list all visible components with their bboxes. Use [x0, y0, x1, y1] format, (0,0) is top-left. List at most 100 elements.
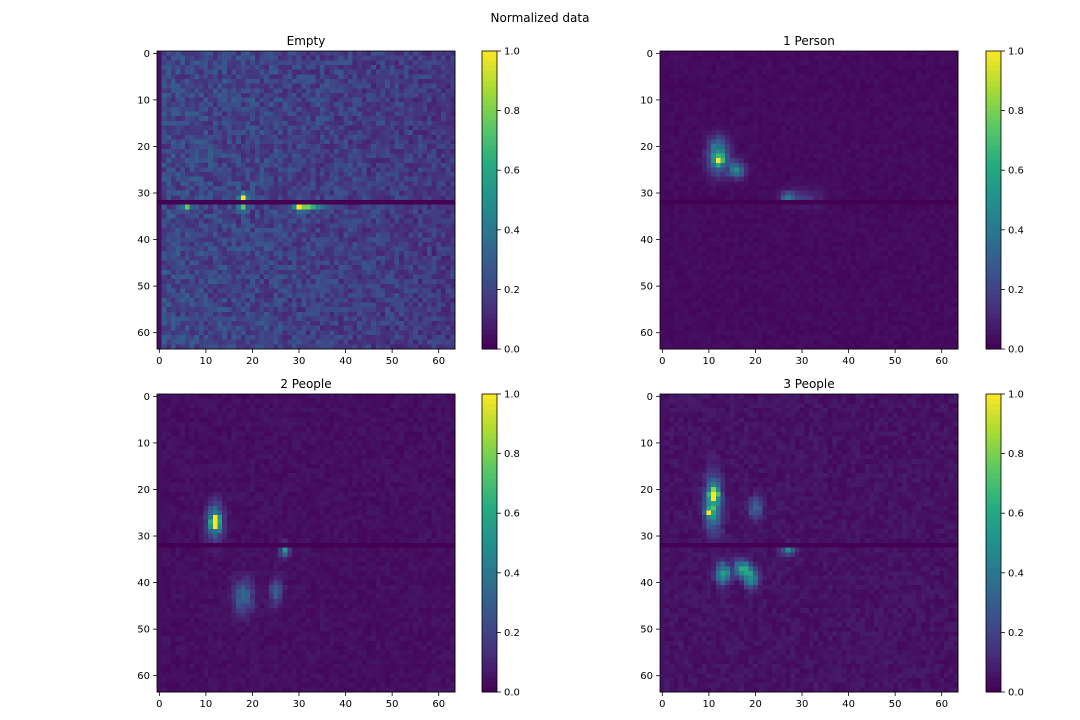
heatmap-cell	[394, 205, 399, 210]
heatmap-cell	[427, 93, 432, 98]
heatmap-cell	[194, 139, 199, 144]
heatmap-cell	[245, 84, 250, 89]
heatmap-cell	[441, 56, 446, 61]
heatmap-cell	[190, 121, 195, 126]
heatmap-cell	[367, 228, 372, 233]
heatmap-cell	[376, 135, 381, 140]
heatmap-cell	[422, 242, 427, 247]
heatmap-cell	[376, 121, 381, 126]
heatmap-cell	[306, 163, 311, 168]
heatmap-cell	[287, 172, 292, 177]
heatmap-cell	[418, 149, 423, 154]
heatmap-cell	[422, 205, 427, 210]
heatmap-cell	[376, 275, 381, 280]
heatmap-cell	[418, 200, 423, 205]
heatmap-cell	[446, 135, 451, 140]
heatmap-cell	[273, 186, 278, 191]
heatmap-cell	[362, 60, 367, 65]
heatmap-cell	[418, 195, 423, 200]
heatmap-cell	[450, 181, 455, 186]
heatmap-cell	[446, 102, 451, 107]
heatmap-cell	[418, 144, 423, 149]
heatmap-cell	[404, 177, 409, 182]
heatmap-cell	[394, 214, 399, 219]
heatmap-cell	[404, 116, 409, 121]
heatmap-cell	[162, 233, 167, 238]
heatmap-cell	[199, 177, 204, 182]
heatmap-cell	[311, 112, 316, 117]
heatmap-cell	[204, 102, 209, 107]
heatmap-cell	[394, 79, 399, 84]
heatmap-cell	[413, 195, 418, 200]
heatmap-cell	[278, 219, 283, 224]
heatmap-cell	[250, 74, 255, 79]
heatmap-cell	[432, 107, 437, 112]
heatmap-cell	[208, 181, 213, 186]
heatmap-cell	[450, 74, 455, 79]
heatmap-cell	[348, 56, 353, 61]
heatmap-cell	[190, 79, 195, 84]
heatmap-cell	[362, 56, 367, 61]
heatmap-cell	[325, 116, 330, 121]
heatmap-panel-0: Empty0 10 20 30 40 50 6001020304050600.00.20.4…	[137, 34, 520, 367]
heatmap-cell	[436, 219, 441, 224]
heatmap-cell	[245, 270, 250, 275]
heatmap-cell	[371, 265, 376, 270]
heatmap-cell	[269, 205, 274, 210]
heatmap-cell	[385, 74, 390, 79]
heatmap-cell	[245, 233, 250, 238]
heatmap-cell	[339, 153, 344, 158]
heatmap-cell	[255, 112, 260, 117]
heatmap-cell	[283, 60, 288, 65]
heatmap-cell	[385, 126, 390, 131]
heatmap-cell	[245, 65, 250, 70]
heatmap-cell	[432, 223, 437, 228]
heatmap-cell	[236, 149, 241, 154]
heatmap-cell	[162, 130, 167, 135]
heatmap-cell	[394, 172, 399, 177]
heatmap-cell	[441, 275, 446, 280]
heatmap-cell	[255, 181, 260, 186]
heatmap-cell	[171, 191, 176, 196]
heatmap-cell	[283, 93, 288, 98]
heatmap-cell	[157, 256, 162, 261]
heatmap-cell	[357, 209, 362, 214]
heatmap-cell	[283, 144, 288, 149]
heatmap-cell	[325, 251, 330, 256]
heatmap-cell	[162, 219, 167, 224]
heatmap-cell	[259, 200, 264, 205]
heatmap-cell	[204, 233, 209, 238]
heatmap-cell	[343, 153, 348, 158]
heatmap-cell	[301, 256, 306, 261]
heatmap-cell	[273, 74, 278, 79]
heatmap-cell	[245, 56, 250, 61]
heatmap-cell	[422, 79, 427, 84]
heatmap-cell	[301, 270, 306, 275]
heatmap-cell	[394, 153, 399, 158]
heatmap-cell	[427, 251, 432, 256]
heatmap-cell	[446, 84, 451, 89]
heatmap-cell	[297, 181, 302, 186]
heatmap-cell	[339, 158, 344, 163]
heatmap-cell	[255, 195, 260, 200]
heatmap-cell	[394, 60, 399, 65]
heatmap-cell	[176, 84, 181, 89]
heatmap-cell	[241, 214, 246, 219]
heatmap-cell	[381, 112, 386, 117]
heatmap-cell	[157, 102, 162, 107]
heatmap-cell	[232, 158, 237, 163]
heatmap-cell	[204, 237, 209, 242]
heatmap-cell	[301, 121, 306, 126]
heatmap-cell	[171, 79, 176, 84]
heatmap-cell	[441, 265, 446, 270]
heatmap-cell	[339, 237, 344, 242]
heatmap-cell	[166, 242, 171, 247]
heatmap-cell	[204, 135, 209, 140]
heatmap-cell	[441, 130, 446, 135]
heatmap-cell	[315, 237, 320, 242]
heatmap-cell	[343, 172, 348, 177]
heatmap-cell	[157, 112, 162, 117]
heatmap-cell	[315, 242, 320, 247]
heatmap-cell	[162, 214, 167, 219]
heatmap-cell	[232, 205, 237, 210]
